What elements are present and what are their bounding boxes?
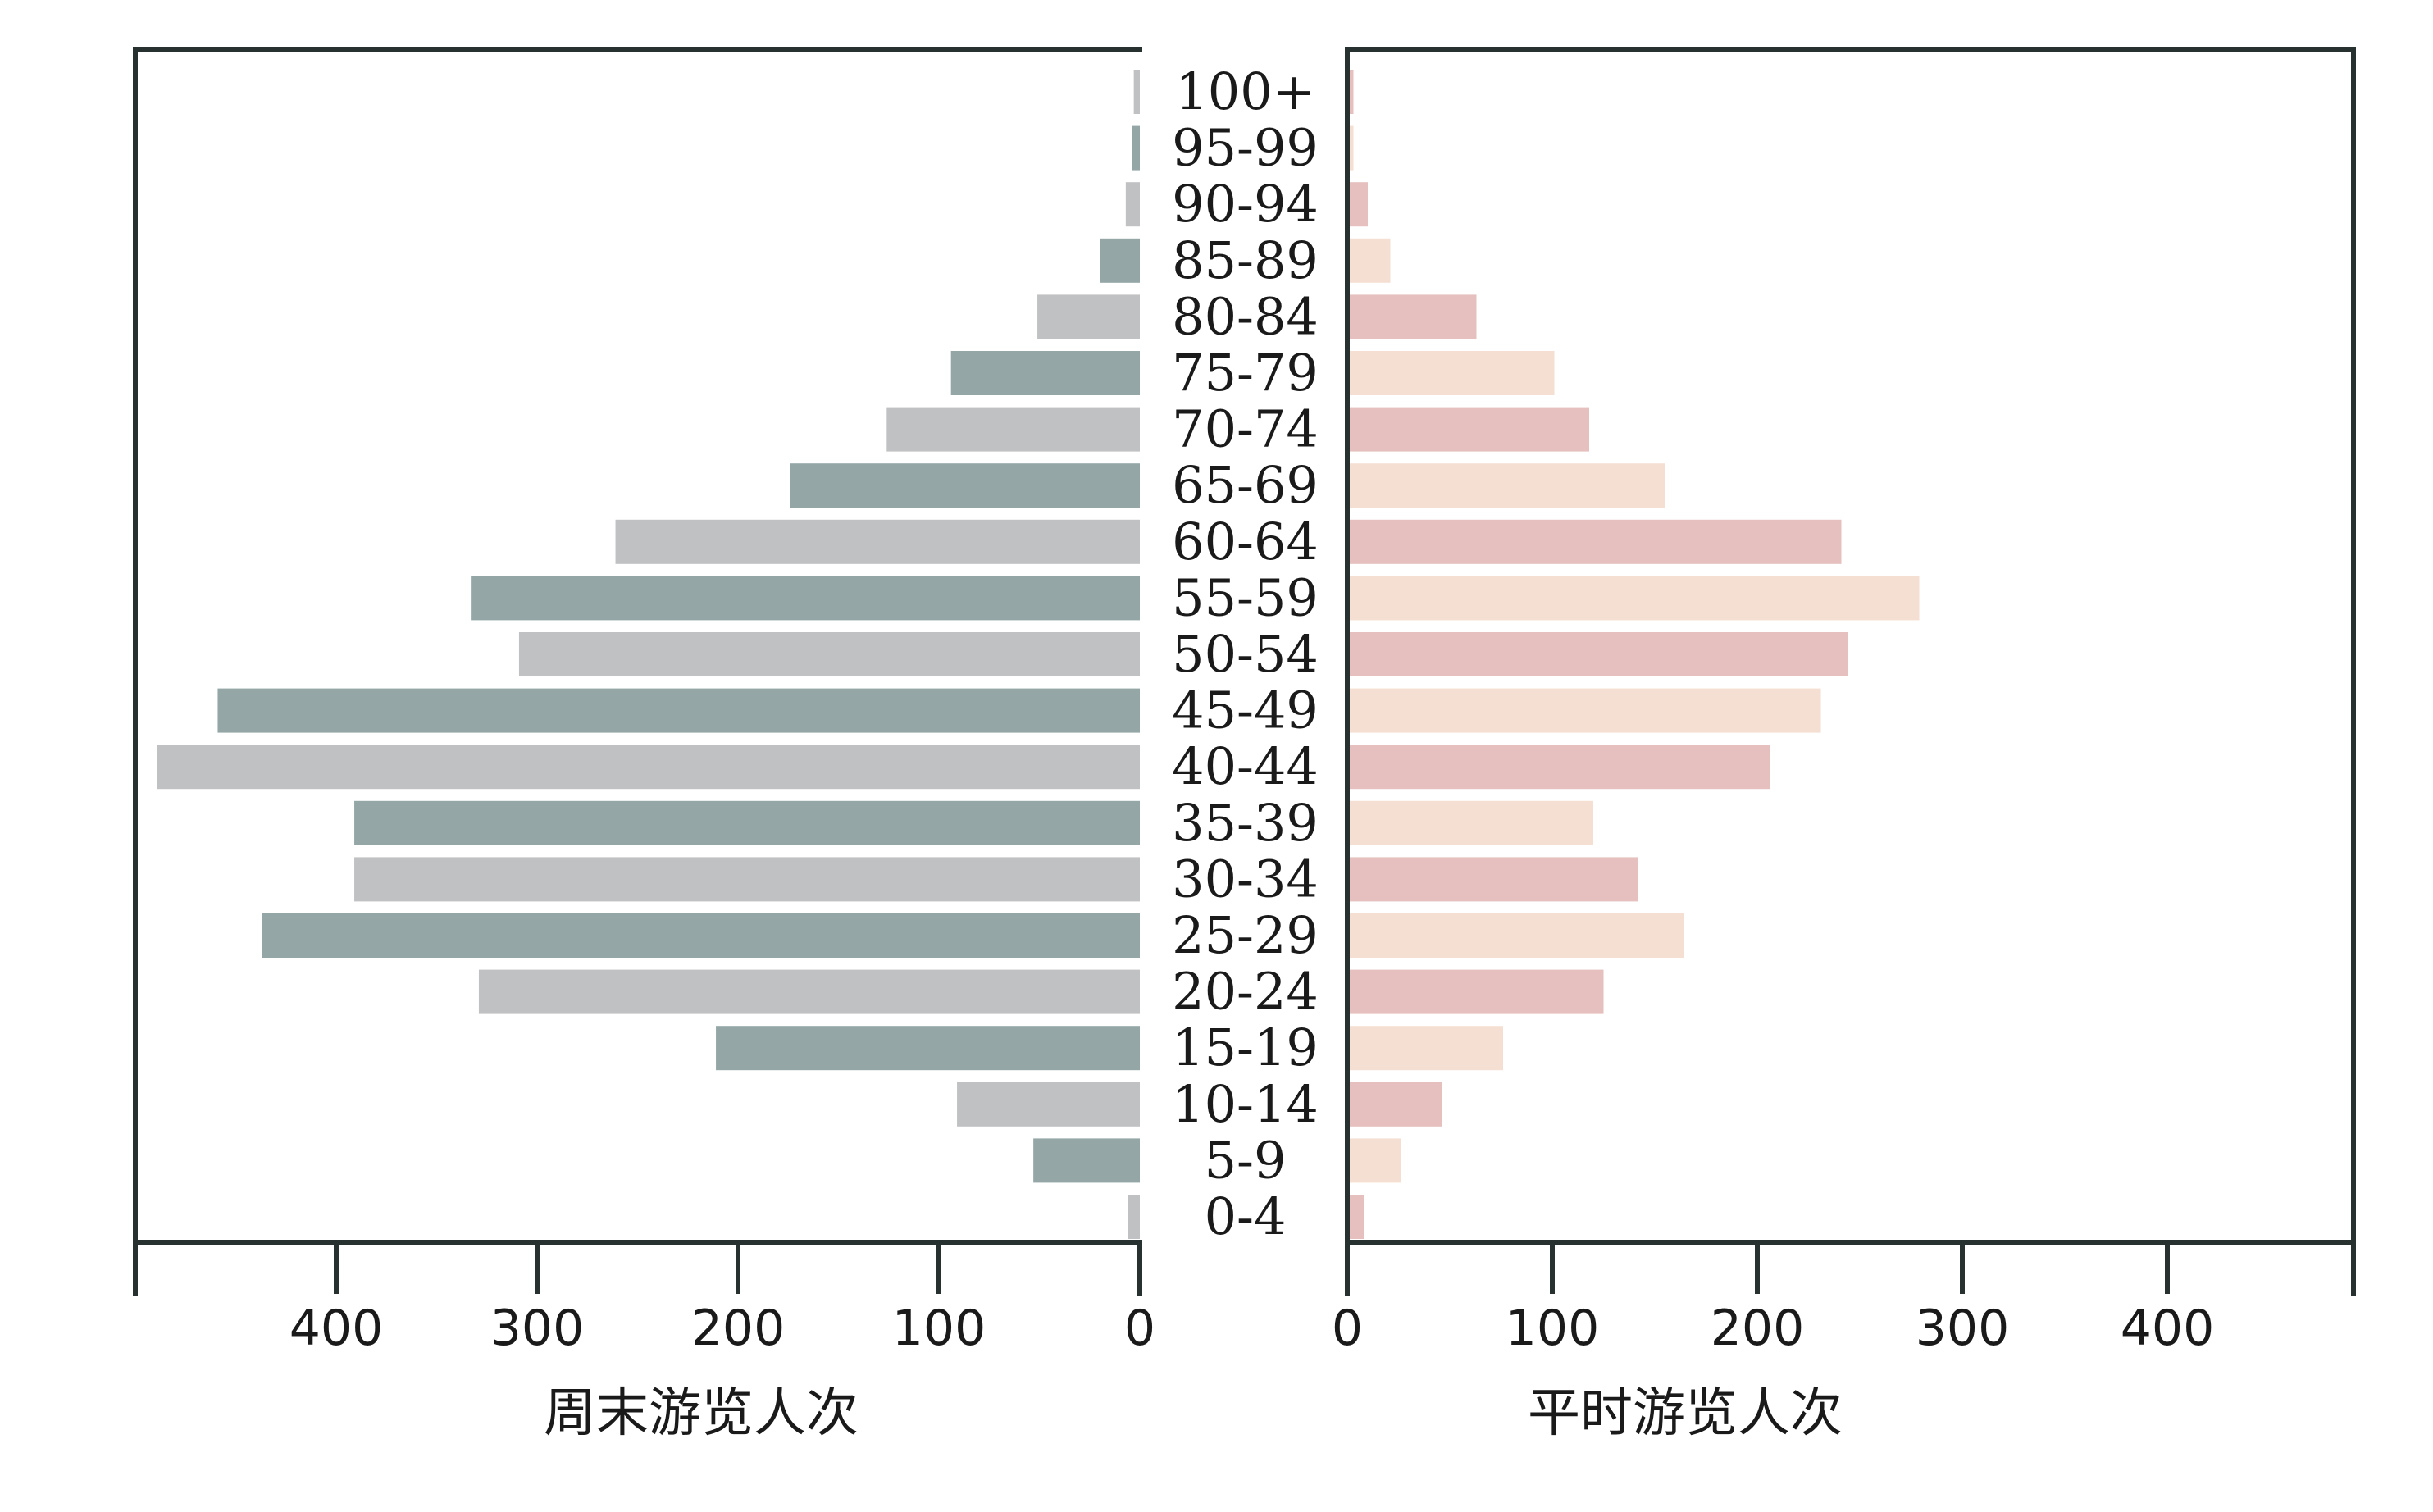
right-tick-label-400: 400 [2121, 1300, 2215, 1357]
left-bar-50-54 [518, 632, 1140, 676]
right-bar-80-84 [1347, 294, 1477, 339]
right-bar-85-89 [1347, 238, 1391, 283]
right-bar-20-24 [1347, 969, 1604, 1014]
right-bar-35-39 [1347, 800, 1593, 845]
right-bar-70-74 [1347, 407, 1589, 452]
age-label-30-34: 30-34 [1172, 849, 1319, 909]
right-panel-frame [1345, 47, 2356, 1296]
left-tick-label-200: 200 [691, 1300, 786, 1357]
right-bar-100+ [1347, 70, 1354, 114]
age-label-25-29: 25-29 [1172, 905, 1319, 965]
right-tick-label-200: 200 [1711, 1300, 1805, 1357]
age-label-10-14: 10-14 [1172, 1074, 1319, 1134]
right-bar-5-9 [1347, 1138, 1401, 1183]
left-bar-85-89 [1100, 238, 1140, 283]
age-label-65-69: 65-69 [1172, 455, 1319, 515]
right-tick-label-100: 100 [1506, 1300, 1600, 1357]
right-bar-40-44 [1347, 745, 1770, 790]
age-label-20-24: 20-24 [1172, 962, 1319, 1022]
left-bar-15-19 [716, 1026, 1140, 1071]
age-label-45-49: 45-49 [1172, 681, 1319, 740]
age-label-55-59: 55-59 [1172, 567, 1319, 627]
left-bar-35-39 [354, 800, 1140, 845]
right-tick-label-300: 300 [1916, 1300, 2010, 1357]
left-bar-20-24 [478, 969, 1140, 1014]
left-bar-30-34 [354, 857, 1140, 902]
age-label-35-39: 35-39 [1172, 793, 1319, 853]
age-label-90-94: 90-94 [1172, 174, 1319, 234]
right-bar-90-94 [1347, 182, 1368, 227]
right-bar-60-64 [1347, 519, 1842, 564]
age-label-70-74: 70-74 [1172, 399, 1319, 459]
left-bar-70-74 [886, 407, 1140, 452]
age-label-85-89: 85-89 [1172, 230, 1319, 290]
left-bar-0-4 [1128, 1195, 1140, 1239]
right-bar-50-54 [1347, 632, 1848, 676]
right-bar-0-4 [1347, 1195, 1364, 1239]
age-label-100+: 100+ [1175, 61, 1314, 121]
left-bar-25-29 [262, 913, 1141, 958]
left-axis-title: 周末游览人次 [544, 1383, 859, 1444]
right-bar-15-19 [1347, 1026, 1503, 1071]
left-bar-90-94 [1125, 182, 1140, 227]
left-bar-65-69 [790, 463, 1140, 508]
right-axis-title: 平时游览人次 [1528, 1383, 1843, 1444]
age-label-95-99: 95-99 [1172, 118, 1319, 178]
left-bar-100+ [1133, 70, 1140, 114]
left-bar-55-59 [471, 576, 1140, 621]
left-bar-75-79 [950, 351, 1140, 395]
right-bar-55-59 [1347, 576, 1920, 621]
left-tick-label-100: 100 [892, 1300, 986, 1357]
left-bars-group [157, 70, 1141, 1239]
left-bar-60-64 [615, 519, 1140, 564]
left-bar-45-49 [217, 688, 1141, 733]
right-bar-45-49 [1347, 688, 1821, 733]
left-tick-label-300: 300 [490, 1300, 585, 1357]
left-bar-10-14 [957, 1082, 1140, 1127]
age-label-40-44: 40-44 [1172, 736, 1319, 796]
left-bar-40-44 [157, 745, 1141, 790]
age-label-75-79: 75-79 [1172, 343, 1319, 403]
age-label-0-4: 0-4 [1205, 1186, 1287, 1246]
right-bar-75-79 [1347, 351, 1555, 395]
right-bar-95-99 [1347, 125, 1354, 171]
left-bar-80-84 [1037, 294, 1140, 339]
right-bars-group [1347, 70, 1920, 1239]
left-tick-label-400: 400 [289, 1300, 384, 1357]
right-bar-25-29 [1347, 913, 1684, 958]
age-labels-group: 100+95-9990-9485-8980-8475-7970-7465-696… [1172, 61, 1319, 1246]
right-tick-label-0: 0 [1332, 1300, 1363, 1357]
left-bar-5-9 [1033, 1138, 1140, 1183]
age-label-60-64: 60-64 [1172, 512, 1319, 572]
right-bar-65-69 [1347, 463, 1665, 508]
right-bar-10-14 [1347, 1082, 1442, 1127]
age-label-15-19: 15-19 [1172, 1018, 1319, 1077]
age-label-5-9: 5-9 [1205, 1130, 1287, 1190]
right-bar-30-34 [1347, 857, 1638, 902]
left-tick-label-0: 0 [1124, 1300, 1155, 1357]
age-label-50-54: 50-54 [1172, 624, 1319, 684]
x-ticks-group: 400 300 200 100 0 0 100 200 300 400 [289, 1242, 2215, 1357]
age-label-80-84: 80-84 [1172, 286, 1319, 346]
left-bar-95-99 [1132, 125, 1140, 171]
